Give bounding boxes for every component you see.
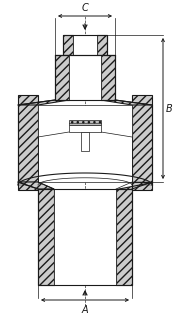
Polygon shape [101,100,152,105]
Text: B: B [166,103,173,114]
Polygon shape [101,55,115,100]
Bar [81,132,89,151]
Text: C: C [82,3,88,13]
Bar [38,189,132,285]
Polygon shape [132,182,152,185]
Bar [69,55,101,100]
Polygon shape [116,182,152,189]
Polygon shape [18,182,38,185]
Bar [38,105,132,182]
Polygon shape [97,35,107,55]
Bar [55,55,115,100]
Text: A: A [82,305,88,315]
Bar [73,35,97,55]
Polygon shape [63,35,73,55]
Bar [63,35,107,55]
Polygon shape [55,55,69,100]
Polygon shape [18,182,54,189]
Polygon shape [18,95,38,190]
Polygon shape [116,189,132,285]
Bar [69,125,101,132]
Polygon shape [38,189,54,285]
Bar [54,189,116,285]
Polygon shape [18,100,69,105]
Bar [69,120,101,125]
Polygon shape [132,95,152,190]
